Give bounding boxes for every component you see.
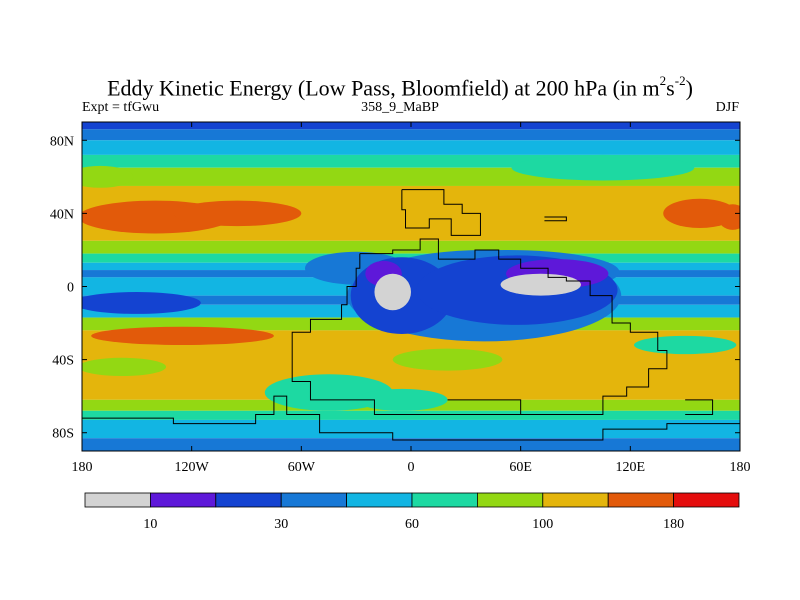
subtitle-period: 358_9_MaBP <box>361 100 439 115</box>
title-text: Eddy Kinetic Energy (Low Pass, Bloomfiel… <box>107 75 660 101</box>
x-tick-label: 60W <box>288 460 316 475</box>
title-unit-s: s <box>666 75 675 101</box>
contour-band-18 <box>82 438 740 451</box>
colorbar-swatch-3 <box>280 492 348 508</box>
y-tick-label: 0 <box>67 281 74 296</box>
continent-outlines <box>82 189 740 441</box>
colorbar-label: 100 <box>532 517 553 532</box>
contour-region-2 <box>663 198 737 229</box>
title-unit-exponent: 2 <box>659 73 667 88</box>
y-tick-label: 80N <box>50 134 74 149</box>
colorbar-label: 30 <box>274 517 288 532</box>
x-tick-label: 120W <box>175 460 210 475</box>
contour-band-17 <box>82 419 740 439</box>
contour-band-1 <box>82 129 740 141</box>
contour-band-2 <box>82 140 740 155</box>
chart-title: Eddy Kinetic Energy (Low Pass, Bloomfiel… <box>0 70 800 101</box>
contour-region-20 <box>82 165 134 188</box>
contour-band-6 <box>82 240 740 254</box>
axes: 180 120W 60W 0 60E 120E 180 80N 40N 0 40S 80S <box>50 122 751 475</box>
continent-outline-1 <box>291 238 668 415</box>
title-close: ) <box>685 75 693 101</box>
continent-outline-5 <box>544 216 567 222</box>
contour-region-11 <box>374 273 411 311</box>
colorbar: 10 30 60 100 180 <box>84 492 740 532</box>
x-tick-label: 60E <box>509 460 532 475</box>
contour-region-12 <box>500 273 581 296</box>
continent-outline-0 <box>401 189 481 236</box>
colorbar-label: 10 <box>143 517 157 532</box>
subtitle-season: DJF <box>715 100 739 115</box>
continent-outline-4 <box>685 399 714 415</box>
y-tick-label: 40S <box>52 354 74 369</box>
contour-field <box>82 122 740 451</box>
continent-outline-3 <box>82 395 740 441</box>
contour-band-16 <box>82 410 740 420</box>
colorbar-swatch-4 <box>346 492 413 508</box>
x-tick-label: 180 <box>730 460 751 475</box>
subtitle-experiment: Expt = tfGwu <box>82 100 160 115</box>
contour-region-14 <box>91 326 274 345</box>
colorbar-label: 180 <box>663 517 684 532</box>
contour-region-21 <box>511 154 695 181</box>
continent-outline-2 <box>447 399 522 415</box>
x-tick-label: 0 <box>408 460 415 475</box>
contour-region-16 <box>82 357 167 377</box>
contour-region-13 <box>82 291 201 314</box>
colorbar-swatch-5 <box>411 492 478 508</box>
contour-region-1 <box>173 200 302 227</box>
colorbar-swatch-6 <box>476 492 544 508</box>
x-tick-label: 180 <box>72 460 93 475</box>
colorbar-swatch-8 <box>607 492 675 508</box>
contour-region-19 <box>356 388 448 411</box>
contour-region-15 <box>633 335 737 355</box>
contour-region-3 <box>718 204 740 230</box>
colorbar-swatch-7 <box>542 492 609 508</box>
x-tick-label: 120E <box>616 460 646 475</box>
y-tick-label: 40N <box>50 207 74 222</box>
y-tick-label: 80S <box>52 427 74 442</box>
colorbar-swatch-9 <box>673 492 740 508</box>
contour-region-17 <box>392 348 503 371</box>
colorbar-swatch-1 <box>149 492 217 508</box>
title-unit-exponent-2: -2 <box>674 73 686 88</box>
colorbar-swatch-2 <box>215 492 282 508</box>
colorbar-label: 60 <box>405 517 419 532</box>
colorbar-swatch-0 <box>84 492 151 508</box>
